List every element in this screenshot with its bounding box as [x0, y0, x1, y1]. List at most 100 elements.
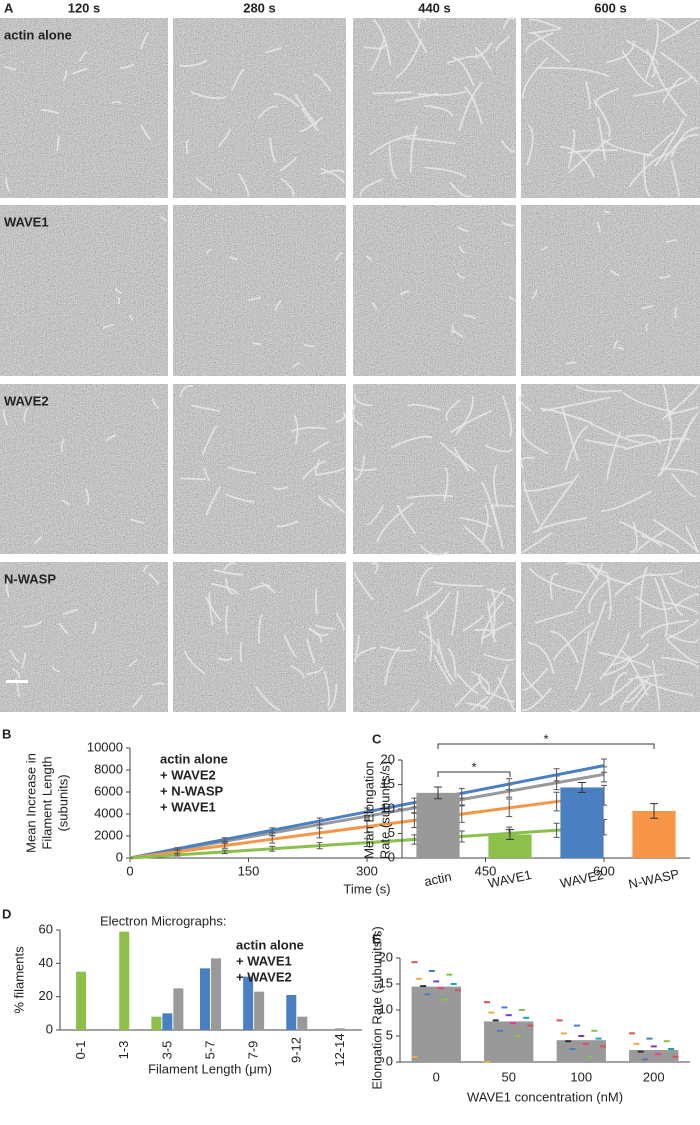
- bar: [200, 968, 210, 1030]
- filament: [522, 57, 549, 99]
- y-tick-label: 5: [388, 825, 395, 840]
- filament: [565, 561, 608, 574]
- filament: [585, 80, 591, 110]
- filament: [590, 422, 644, 444]
- filament: [203, 467, 210, 482]
- data-point: [565, 1040, 572, 1043]
- filament: [599, 632, 630, 680]
- filament: [23, 621, 42, 628]
- filament: [635, 528, 668, 553]
- filament: [224, 493, 255, 503]
- x-tick-label: 50: [502, 1069, 516, 1084]
- timepoint-label: 600 s: [594, 0, 627, 15]
- filament: [406, 494, 454, 499]
- filament: [568, 149, 618, 154]
- filament: [645, 22, 659, 80]
- filament: [493, 464, 499, 507]
- filament: [665, 638, 699, 664]
- filament: [354, 393, 373, 407]
- filament: [447, 55, 479, 64]
- filament: [258, 613, 263, 644]
- filament: [314, 458, 321, 475]
- y-tick-label: 0: [386, 1053, 393, 1068]
- legend-entry: + WAVE2: [236, 969, 292, 984]
- filament: [487, 587, 507, 611]
- filament: [58, 622, 69, 635]
- filament: [445, 399, 461, 421]
- filament: [280, 178, 295, 197]
- data-point: [446, 973, 453, 976]
- filament: [148, 572, 160, 585]
- filament: [79, 50, 88, 62]
- filament: [4, 65, 17, 71]
- filament: [650, 569, 684, 577]
- filament: [312, 441, 329, 452]
- data-point: [573, 1024, 580, 1027]
- filament: [660, 51, 699, 85]
- filament: [449, 181, 472, 198]
- filament: [291, 362, 301, 368]
- condition-label: WAVE1: [4, 214, 49, 229]
- filament: [526, 124, 534, 166]
- data-point: [556, 1019, 563, 1022]
- filament: [531, 288, 538, 300]
- filament: [61, 499, 70, 506]
- micrograph-background: [521, 205, 700, 376]
- filament: [433, 581, 484, 588]
- data-point: [518, 1009, 525, 1011]
- filament: [529, 567, 583, 594]
- micrograph-background: [0, 562, 168, 712]
- filament: [606, 431, 621, 481]
- data-point: [629, 1032, 635, 1035]
- filament: [662, 601, 699, 615]
- data-point: [484, 1061, 490, 1063]
- filament: [674, 307, 678, 319]
- micrograph-background: [353, 205, 516, 376]
- error-bar: [221, 849, 228, 855]
- data-point: [411, 961, 418, 964]
- data-point: [450, 983, 457, 985]
- filament: [223, 561, 237, 571]
- micrograph: [0, 562, 168, 712]
- filament: [394, 92, 439, 102]
- filament: [538, 66, 609, 78]
- filament: [660, 577, 684, 617]
- filament: [276, 520, 299, 528]
- filament: [335, 251, 343, 261]
- bar: [560, 787, 604, 858]
- filament: [520, 456, 535, 470]
- filament: [603, 210, 611, 214]
- filament: [455, 396, 474, 436]
- bar: [151, 1016, 162, 1030]
- filament: [275, 300, 282, 311]
- data-point: [650, 1045, 657, 1048]
- micrograph: [173, 18, 346, 198]
- bar: [119, 931, 130, 1030]
- filament: [456, 272, 466, 279]
- x-tick-label: 100: [570, 1069, 592, 1084]
- micrograph-background: [353, 384, 516, 554]
- filament: [376, 502, 414, 543]
- micrograph: [0, 18, 168, 198]
- filament: [114, 288, 122, 294]
- data-point: [527, 1024, 534, 1027]
- filament: [541, 245, 548, 251]
- y-tick-label: 5: [386, 1027, 393, 1042]
- filament: [671, 473, 696, 498]
- micrograph: [521, 17, 700, 198]
- error-bar: [269, 845, 276, 852]
- filament: [437, 638, 455, 682]
- x-tick-label: 300: [356, 863, 378, 878]
- filament: [452, 56, 475, 86]
- filament: [302, 460, 327, 480]
- filament: [313, 73, 332, 92]
- filament: [620, 649, 649, 696]
- filament: [651, 660, 661, 711]
- filament: [422, 591, 451, 620]
- x-tick-label: actin: [423, 869, 453, 889]
- filament: [450, 590, 459, 636]
- filament: [447, 647, 457, 679]
- y-tick-label: 0: [116, 849, 123, 864]
- filament: [606, 40, 635, 63]
- filament: [397, 504, 417, 535]
